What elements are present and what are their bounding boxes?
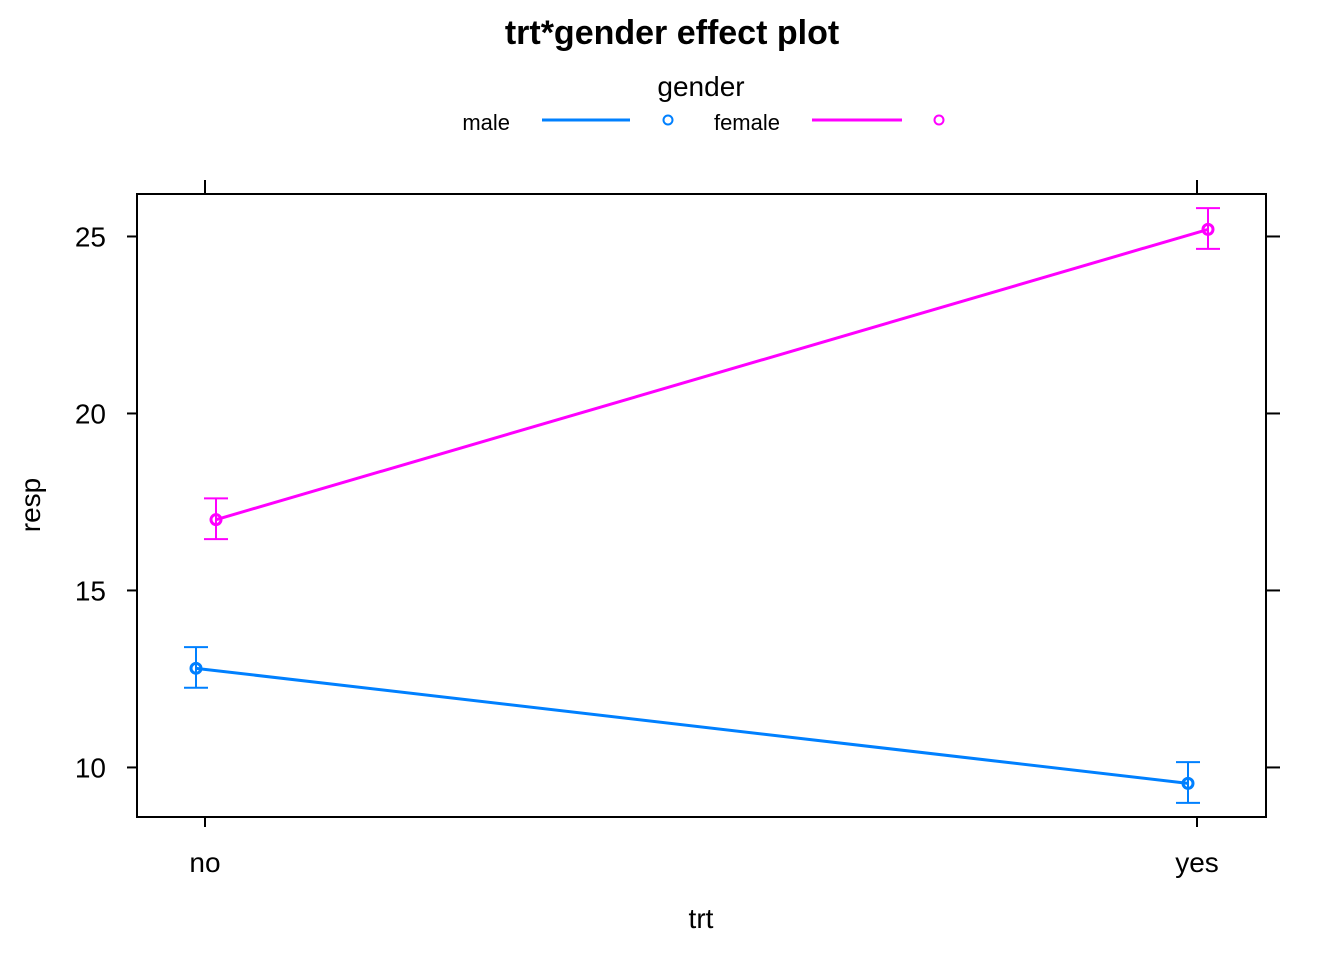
data-marks	[184, 207, 1220, 804]
chart-title: trt*gender effect plot	[505, 14, 839, 52]
y-tick-label-25: 25	[75, 221, 106, 252]
point-female-no	[209, 513, 223, 527]
y-tick-label-10: 10	[75, 752, 106, 783]
point-male-no	[189, 661, 203, 675]
legend: male female	[462, 110, 945, 135]
point-male-yes	[1181, 776, 1195, 790]
legend-label-female: female	[714, 110, 780, 135]
y-tick-label-15: 15	[75, 575, 106, 606]
y-axis-label: resp	[15, 478, 46, 532]
point-female-yes	[1201, 222, 1215, 236]
legend-label-male: male	[462, 110, 510, 135]
x-tick-label-no: no	[189, 847, 220, 878]
series-line-female	[215, 227, 1209, 522]
series-female	[204, 207, 1220, 541]
y-tick-label-20: 20	[75, 398, 106, 429]
legend-title: gender	[657, 71, 744, 102]
x-tick-label-yes: yes	[1175, 847, 1219, 878]
plot-frame	[136, 193, 1267, 818]
x-axis-label: trt	[689, 903, 714, 934]
series-male	[184, 646, 1200, 804]
legend-marker-female	[933, 114, 945, 126]
legend-marker-male	[662, 114, 674, 126]
axis-ticks: no yes 10 15 20 25	[75, 180, 1280, 878]
series-line-male	[195, 666, 1189, 785]
